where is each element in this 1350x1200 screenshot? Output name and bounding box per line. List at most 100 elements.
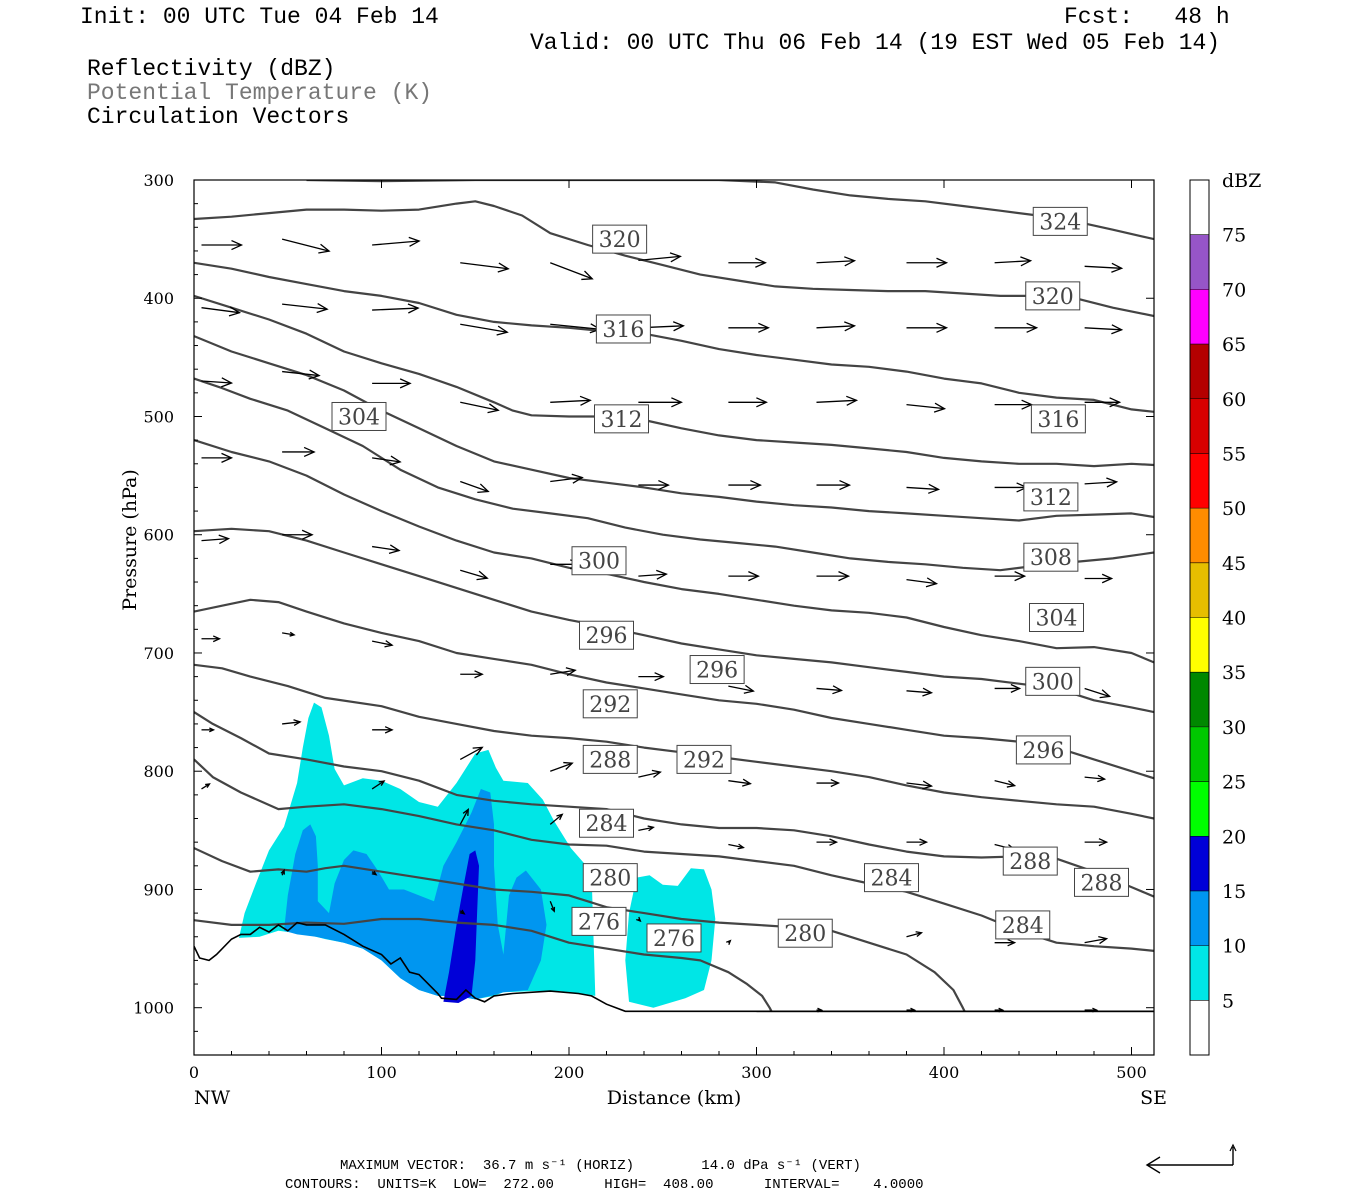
vector-head — [1111, 324, 1124, 335]
circulation-vector — [994, 482, 1029, 493]
vector-shaft — [638, 255, 681, 262]
contour-label-box — [592, 224, 648, 254]
vector-shaft — [906, 932, 922, 938]
contour-label-box — [579, 620, 634, 650]
vector-head — [846, 395, 859, 406]
vector-shaft — [816, 325, 855, 329]
vector-head — [221, 452, 234, 463]
circulation-vector — [994, 938, 1017, 947]
circulation-vector — [372, 726, 394, 734]
vector-head — [829, 838, 839, 846]
contour-labels: 324 320 320 316 316 312 312 308 304 304 300 300 296 2… — [331, 206, 1129, 953]
contour-label: 300 — [1025, 666, 1081, 696]
y-axis-label: Pressure (hPa) — [119, 469, 141, 611]
vector-head — [218, 534, 231, 545]
contour-label-text: 320 — [1032, 285, 1074, 310]
vector-head — [212, 635, 222, 643]
circulation-vector — [816, 838, 839, 846]
contour-label: 288 — [1002, 846, 1058, 876]
circulation-vector — [638, 569, 668, 580]
contour-label: 276 — [571, 906, 627, 936]
circulation-vector — [816, 256, 857, 267]
circulation-vector — [816, 395, 859, 406]
vector-head — [750, 479, 762, 491]
vector-shaft — [728, 780, 751, 785]
theta-contour-308 — [194, 377, 1154, 572]
contour-label-text: 304 — [1036, 607, 1078, 632]
circulation-vector — [1084, 774, 1107, 783]
vector-shaft — [372, 457, 401, 463]
vector-head — [389, 455, 402, 466]
vector-head — [755, 257, 767, 268]
x-tick-label: 200 — [554, 1063, 585, 1082]
vector-shaft — [550, 262, 593, 280]
y-tick-label: 500 — [143, 407, 174, 426]
vector-shaft — [550, 323, 601, 330]
contour-label-text: 288 — [1009, 850, 1051, 875]
circulation-vector — [906, 483, 941, 494]
circulation-vector — [994, 399, 1034, 410]
vector-shaft — [372, 545, 400, 552]
circulation-vector — [906, 687, 934, 697]
circulation-vector — [282, 303, 329, 314]
contour-label-text: 316 — [1037, 408, 1079, 433]
vector-shaft — [906, 782, 932, 787]
circulation-vector — [201, 727, 216, 733]
circulation-vector — [1084, 397, 1122, 408]
contour-label: 284 — [864, 863, 919, 893]
circulation-vector — [1084, 935, 1109, 945]
colorbar-segment — [1190, 289, 1209, 345]
vector-head — [378, 780, 386, 786]
circulation-vector — [994, 780, 1017, 788]
contour-label: 280 — [582, 863, 638, 893]
vector-head — [1097, 774, 1107, 783]
vector-shaft — [728, 685, 754, 692]
colorbar-level-label: 45 — [1222, 553, 1246, 575]
contour-label-box — [579, 808, 634, 838]
vector-shaft — [459, 746, 483, 760]
vector-head — [565, 667, 577, 677]
vector-head — [556, 813, 564, 821]
colorbar-segment — [1190, 453, 1209, 509]
vector-head — [487, 403, 500, 414]
circulation-vector — [459, 909, 466, 915]
vector-head — [844, 256, 857, 267]
vector-head — [477, 483, 490, 494]
vector-head — [922, 687, 934, 697]
contour-label: 288 — [1074, 867, 1129, 897]
circulation-vector — [728, 479, 762, 491]
circulation-vector — [906, 1007, 917, 1013]
vector-shaft — [549, 901, 555, 912]
colorbar-segment — [1190, 890, 1209, 946]
vector-head — [925, 577, 939, 588]
vector-head — [399, 378, 412, 389]
circulation-vector — [728, 571, 760, 582]
reference-vector — [1145, 1143, 1237, 1174]
vector-head — [928, 483, 941, 494]
vector-shaft — [201, 537, 229, 542]
vector-head — [1111, 262, 1124, 273]
contour-label-text: 284 — [1002, 914, 1044, 939]
colorbar-level-label: 65 — [1222, 334, 1246, 356]
colorbar-level-label: 15 — [1222, 881, 1246, 903]
vector-head — [497, 262, 510, 273]
contour-label-text: 288 — [1081, 871, 1123, 896]
vector-shaft — [1084, 327, 1122, 331]
y-tick-label: 600 — [143, 526, 174, 545]
colorbar-level-label: 50 — [1222, 498, 1246, 520]
colorbar-segment — [1190, 672, 1209, 727]
vector-head — [303, 446, 316, 458]
vector-shaft — [728, 843, 744, 849]
vector-head — [998, 1007, 1005, 1013]
vector-head — [922, 780, 934, 790]
circulation-vector — [728, 778, 752, 787]
vector-head — [316, 303, 329, 314]
vector-head — [209, 727, 216, 733]
contour-label: 316 — [1030, 404, 1086, 434]
vector-shaft — [1084, 776, 1105, 780]
contour-label-box — [1074, 867, 1129, 897]
colorbar-level-label: 25 — [1222, 772, 1246, 794]
circulation-vector — [550, 667, 577, 677]
y-tick-label: 400 — [143, 289, 174, 308]
circulation-vector — [550, 473, 584, 484]
